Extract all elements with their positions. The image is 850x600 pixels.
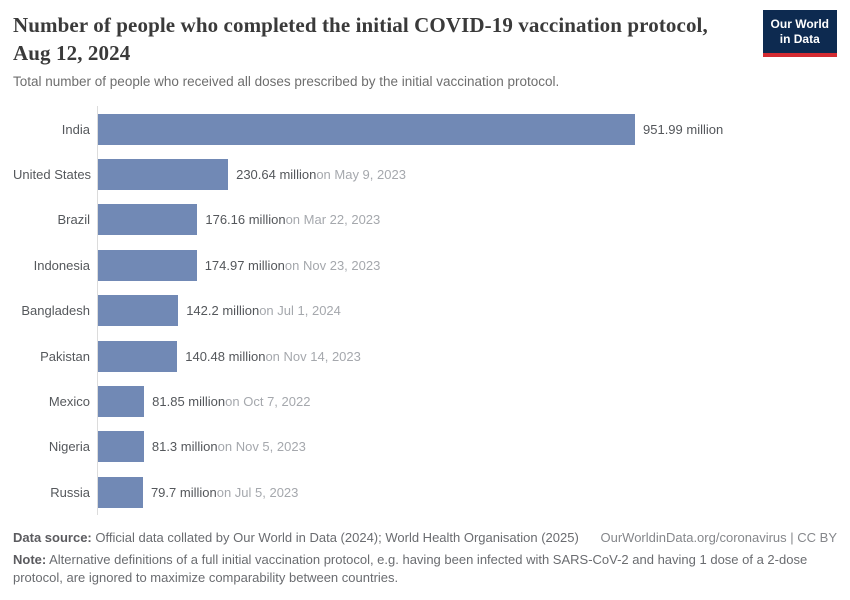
bar-annotation: 176.16 millionon Mar 22, 2023 bbox=[205, 212, 380, 227]
row-label: Pakistan bbox=[40, 348, 90, 364]
row-label: Bangladesh bbox=[21, 303, 90, 319]
value-label: 81.3 million bbox=[151, 439, 218, 455]
bar[interactable] bbox=[98, 476, 143, 508]
note-text: Alternative definitions of a full initia… bbox=[13, 551, 808, 585]
bar-track: 174.97 millionon Nov 23, 2023 bbox=[97, 242, 837, 288]
row-label: Mexico bbox=[48, 393, 90, 409]
row-label: Nigeria bbox=[48, 439, 90, 455]
table-row: Nigeria 81.3 millionon Nov 5, 2023 bbox=[13, 424, 837, 470]
table-row: Russia 79.7 millionon Jul 5, 2023 bbox=[13, 469, 837, 515]
bar[interactable] bbox=[98, 295, 179, 327]
bar-track: 230.64 millionon May 9, 2023 bbox=[97, 151, 837, 198]
bar-annotation: 140.48 millionon Nov 14, 2023 bbox=[185, 349, 361, 364]
page-subtitle: Total number of people who received all … bbox=[13, 74, 560, 90]
value-label: 174.97 million bbox=[204, 257, 285, 273]
date-label: on Mar 22, 2023 bbox=[285, 212, 381, 228]
table-row: Pakistan 140.48 millionon Nov 14, 2023 bbox=[13, 333, 837, 379]
page-title: Number of people who completed the initi… bbox=[13, 13, 708, 65]
note-label: Note: bbox=[13, 551, 47, 567]
bar[interactable] bbox=[98, 431, 144, 463]
value-label: 79.7 million bbox=[150, 484, 217, 500]
table-row: India 951.99 million bbox=[13, 106, 837, 152]
owid-logo[interactable]: Our World in Data bbox=[762, 10, 837, 57]
table-row: Bangladesh 142.2 millionon Jul 1, 2024 bbox=[13, 288, 837, 334]
date-label: on Nov 5, 2023 bbox=[217, 439, 306, 455]
license-link[interactable]: OurWorldinData.org/coronavirus | CC BY bbox=[600, 529, 837, 545]
bar-track: 81.3 millionon Nov 5, 2023 bbox=[97, 424, 837, 470]
row-label: Indonesia bbox=[33, 257, 90, 273]
table-row: Brazil 176.16 millionon Mar 22, 2023 bbox=[13, 197, 837, 243]
date-label: on Jul 1, 2024 bbox=[259, 303, 341, 319]
bar-annotation: 230.64 millionon May 9, 2023 bbox=[236, 167, 406, 182]
datasource-line: Data source: Official data collated by O… bbox=[13, 530, 837, 545]
date-label: on Nov 23, 2023 bbox=[284, 257, 381, 273]
bar-annotation: 951.99 million bbox=[643, 122, 723, 137]
bar[interactable] bbox=[98, 204, 198, 236]
value-label: 81.85 million bbox=[152, 393, 226, 409]
bar-annotation: 81.85 millionon Oct 7, 2022 bbox=[152, 394, 310, 409]
bar[interactable] bbox=[98, 159, 229, 191]
header: Number of people who completed the initi… bbox=[13, 0, 837, 89]
table-row: Mexico 81.85 millionon Oct 7, 2022 bbox=[13, 378, 837, 425]
bar-chart: India 951.99 million United States 230.6… bbox=[13, 106, 837, 515]
datasource-text: Official data collated by Our World in D… bbox=[91, 529, 579, 545]
bar-annotation: 174.97 millionon Nov 23, 2023 bbox=[205, 258, 381, 273]
value-label: 230.64 million bbox=[236, 167, 317, 183]
row-label: Russia bbox=[50, 484, 90, 500]
row-label: United States bbox=[13, 167, 92, 183]
bar-track: 951.99 million bbox=[97, 106, 837, 152]
bar-track: 81.85 millionon Oct 7, 2022 bbox=[97, 378, 837, 425]
bar-rows: India 951.99 million United States 230.6… bbox=[13, 106, 837, 515]
datasource: Data source: Official data collated by O… bbox=[13, 530, 579, 545]
bar-annotation: 81.3 millionon Nov 5, 2023 bbox=[152, 439, 306, 454]
row-label: India bbox=[61, 121, 90, 137]
bar-annotation: 79.7 millionon Jul 5, 2023 bbox=[151, 485, 298, 500]
bar-annotation: 142.2 millionon Jul 1, 2024 bbox=[186, 303, 341, 318]
value-label: 176.16 million bbox=[205, 212, 286, 228]
bar[interactable] bbox=[98, 385, 145, 417]
note-line: Note: Alternative definitions of a full … bbox=[13, 551, 837, 586]
value-label: 142.2 million bbox=[186, 303, 260, 319]
header-text: Number of people who completed the initi… bbox=[13, 12, 713, 89]
bar[interactable] bbox=[98, 113, 635, 145]
value-label: 140.48 million bbox=[185, 348, 266, 364]
bar-track: 142.2 millionon Jul 1, 2024 bbox=[97, 288, 837, 334]
table-row: Indonesia 174.97 millionon Nov 23, 2023 bbox=[13, 242, 837, 288]
owid-logo-line1: Our World bbox=[770, 17, 829, 31]
bar[interactable] bbox=[98, 340, 178, 372]
date-label: on Nov 14, 2023 bbox=[265, 348, 361, 364]
owid-logo-line2: in Data bbox=[779, 32, 820, 46]
date-label: on Jul 5, 2023 bbox=[216, 484, 299, 500]
table-row: United States 230.64 millionon May 9, 20… bbox=[13, 151, 837, 198]
datasource-label: Data source: bbox=[13, 529, 92, 545]
footer: Data source: Official data collated by O… bbox=[13, 530, 837, 586]
row-label: Brazil bbox=[57, 212, 90, 228]
date-label: on Oct 7, 2022 bbox=[225, 393, 311, 409]
bar-track: 176.16 millionon Mar 22, 2023 bbox=[97, 197, 837, 243]
bar-track: 140.48 millionon Nov 14, 2023 bbox=[97, 333, 837, 379]
value-label: 951.99 million bbox=[643, 121, 724, 137]
bar[interactable] bbox=[98, 249, 197, 281]
bar-track: 79.7 millionon Jul 5, 2023 bbox=[97, 469, 837, 515]
date-label: on May 9, 2023 bbox=[316, 167, 406, 183]
